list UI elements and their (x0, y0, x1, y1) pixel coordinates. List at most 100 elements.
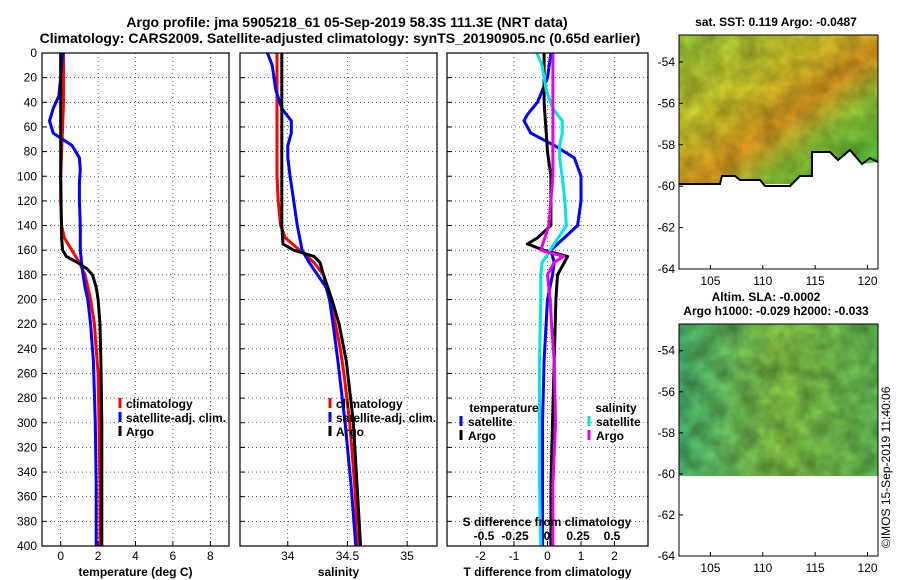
plot-frame (446, 52, 649, 547)
series-line-argo (59, 53, 104, 546)
sst-coast-edge (679, 148, 879, 187)
x-tick-label: 34.5 (336, 549, 360, 563)
map-x-tick-label: 105 (700, 274, 720, 288)
plot-frame (41, 52, 230, 547)
series-line-satellite-adj-clim- (48, 52, 98, 546)
legend-label: satellite-adj. clim. (336, 411, 436, 425)
s-diff-tick-label: 0.25 (566, 529, 590, 543)
depth-tick-label: 100 (17, 169, 37, 183)
depth-tick-label: 140 (17, 219, 37, 233)
x-tick-label: 0 (57, 549, 64, 563)
x-tick-label: -2 (475, 549, 486, 563)
series-line-climatology (275, 53, 360, 547)
depth-tick-label: 280 (17, 391, 37, 405)
map-y-tick-label: -62 (658, 221, 676, 235)
map-x-tick-label: 120 (858, 561, 878, 575)
map-y-tick-label: -64 (658, 262, 676, 276)
depth-tick-label: 160 (17, 243, 37, 257)
sla-map (678, 323, 879, 557)
depth-tick-label: 200 (17, 293, 37, 307)
legend-label: Argo (336, 425, 364, 439)
map-y-tick-label: -60 (658, 179, 676, 193)
depth-tick-label: 260 (17, 366, 37, 380)
map-x-tick-label: 120 (858, 274, 878, 288)
depth-tick-label: 400 (17, 539, 37, 553)
depth-tick-label: 340 (17, 465, 37, 479)
legend-label: Argo (468, 429, 496, 443)
map-x-tick-label: 115 (806, 561, 825, 575)
sla-map-axes: 105 110 115 120 -54 -56 -58 -60 -62 -64 (658, 344, 878, 575)
depth-tick-label: 320 (17, 440, 37, 454)
map-y-tick-label: -64 (658, 549, 676, 563)
legend-label: satellite-adj. clim. (126, 411, 226, 425)
difference-panel: -2 -1 0 1 2 T difference from climatology temp… (446, 52, 649, 579)
depth-tick-label: 80 (24, 145, 38, 159)
map-y-tick-label: -62 (658, 508, 676, 522)
salinity-panel: 34 34.5 35 salinity climatologysatellite-adj… (239, 52, 438, 579)
figure-title-line2: Climatology: CARS2009. Satellite-adjuste… (40, 30, 641, 46)
map-y-tick-label: -58 (658, 426, 676, 440)
legend-label: Argo (126, 425, 154, 439)
map-y-tick-label: -60 (658, 467, 676, 481)
sla-texture (679, 324, 878, 476)
map-y-tick-label: -56 (658, 385, 676, 399)
map-x-tick-label: 105 (700, 561, 720, 575)
figure-title-line1: Argo profile: jma 5905218_61 05-Sep-2019… (126, 14, 567, 30)
legend-label: Argo (596, 429, 624, 443)
sla-map-subtitle: Argo h1000: -0.029 h2000: -0.033 (683, 304, 869, 318)
depth-tick-label: 40 (24, 95, 38, 109)
depth-tick-label: 120 (17, 194, 37, 208)
x-axis-label: salinity (318, 565, 360, 579)
legend-header-salinity: salinity (595, 401, 637, 415)
depth-tick-label: 380 (17, 514, 37, 528)
sst-map-title: sat. SST: 0.119 Argo: -0.0487 (695, 15, 857, 29)
plot-frame (239, 52, 438, 547)
depth-tick-label: 360 (17, 490, 37, 504)
depth-tick-label: 0 (30, 46, 37, 60)
map-x-tick-label: 115 (806, 274, 825, 288)
depth-tick-label: 180 (17, 268, 37, 282)
x-tick-label: 2 (611, 549, 618, 563)
sst-map (678, 34, 879, 270)
legend-label: climatology (336, 397, 403, 411)
depth-tick-label: 220 (17, 317, 37, 331)
x-tick-label: 2 (95, 549, 102, 563)
s-diff-tick-label: -0.25 (501, 529, 529, 543)
legend-label: climatology (126, 397, 193, 411)
x-axis-label: T difference from climatology (463, 565, 631, 579)
legend-header-temperature: temperature (469, 401, 539, 415)
legend-label: satellite (468, 415, 513, 429)
x-axis-label: temperature (deg C) (78, 565, 192, 579)
s-diff-tick-label: 0.5 (604, 529, 621, 543)
x-tick-label: 35 (400, 549, 414, 563)
s-diff-tick-label: -0.5 (474, 529, 495, 543)
x-tick-label: 6 (170, 549, 177, 563)
x-tick-label: 0 (544, 549, 551, 563)
depth-tick-label: 60 (24, 120, 38, 134)
series-line-s-argo (539, 53, 566, 546)
s-diff-axis-label: S difference from climatology (463, 515, 632, 529)
depth-tick-label: 240 (17, 342, 37, 356)
series-line-satellite-adj-clim- (266, 52, 358, 547)
sla-map-title: Altim. SLA: -0.0002 (712, 290, 821, 304)
x-tick-label: 1 (578, 549, 585, 563)
depth-tick-label: 20 (24, 71, 38, 85)
s-diff-tick-label: 0 (544, 529, 551, 543)
x-tick-label: 34 (281, 549, 295, 563)
x-tick-label: 8 (207, 549, 214, 563)
series-line-t-satellite (522, 52, 583, 546)
x-tick-label: 4 (132, 549, 139, 563)
sst-map-axes: 105 110 115 120 -54 -56 -58 -60 -62 -64 (658, 55, 878, 288)
legend-label: satellite (596, 415, 641, 429)
map-y-tick-label: -56 (658, 96, 676, 110)
map-y-tick-label: -58 (658, 138, 676, 152)
sla-map-frame (678, 323, 879, 557)
map-y-tick-label: -54 (658, 55, 676, 69)
watermark: ©IMOS 15-Sep-2019 11:40:06 (879, 386, 893, 548)
map-y-tick-label: -54 (658, 344, 676, 358)
series-line-argo (280, 53, 363, 547)
x-tick-label: -1 (509, 549, 520, 563)
map-x-tick-label: 110 (753, 561, 772, 575)
sst-map-frame (678, 34, 879, 270)
